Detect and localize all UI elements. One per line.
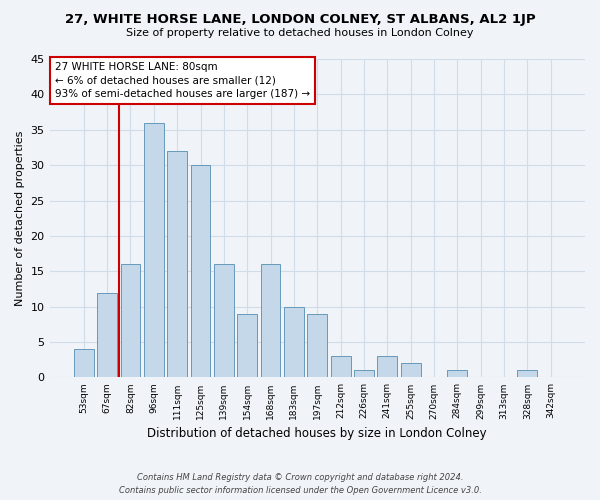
Bar	[448, 370, 467, 378]
Bar	[191, 165, 211, 378]
Bar	[307, 314, 327, 378]
Bar	[238, 314, 257, 378]
Text: Contains HM Land Registry data © Crown copyright and database right 2024.
Contai: Contains HM Land Registry data © Crown c…	[119, 474, 481, 495]
Bar	[214, 264, 234, 378]
Bar	[517, 370, 538, 378]
X-axis label: Distribution of detached houses by size in London Colney: Distribution of detached houses by size …	[148, 427, 487, 440]
Text: Size of property relative to detached houses in London Colney: Size of property relative to detached ho…	[126, 28, 474, 38]
Bar	[377, 356, 397, 378]
Text: 27, WHITE HORSE LANE, LONDON COLNEY, ST ALBANS, AL2 1JP: 27, WHITE HORSE LANE, LONDON COLNEY, ST …	[65, 12, 535, 26]
Bar	[401, 364, 421, 378]
Bar	[144, 122, 164, 378]
Bar	[97, 292, 117, 378]
Y-axis label: Number of detached properties: Number of detached properties	[15, 130, 25, 306]
Text: 27 WHITE HORSE LANE: 80sqm
← 6% of detached houses are smaller (12)
93% of semi-: 27 WHITE HORSE LANE: 80sqm ← 6% of detac…	[55, 62, 310, 98]
Bar	[354, 370, 374, 378]
Bar	[121, 264, 140, 378]
Bar	[260, 264, 280, 378]
Bar	[74, 349, 94, 378]
Bar	[331, 356, 350, 378]
Bar	[284, 306, 304, 378]
Bar	[167, 151, 187, 378]
